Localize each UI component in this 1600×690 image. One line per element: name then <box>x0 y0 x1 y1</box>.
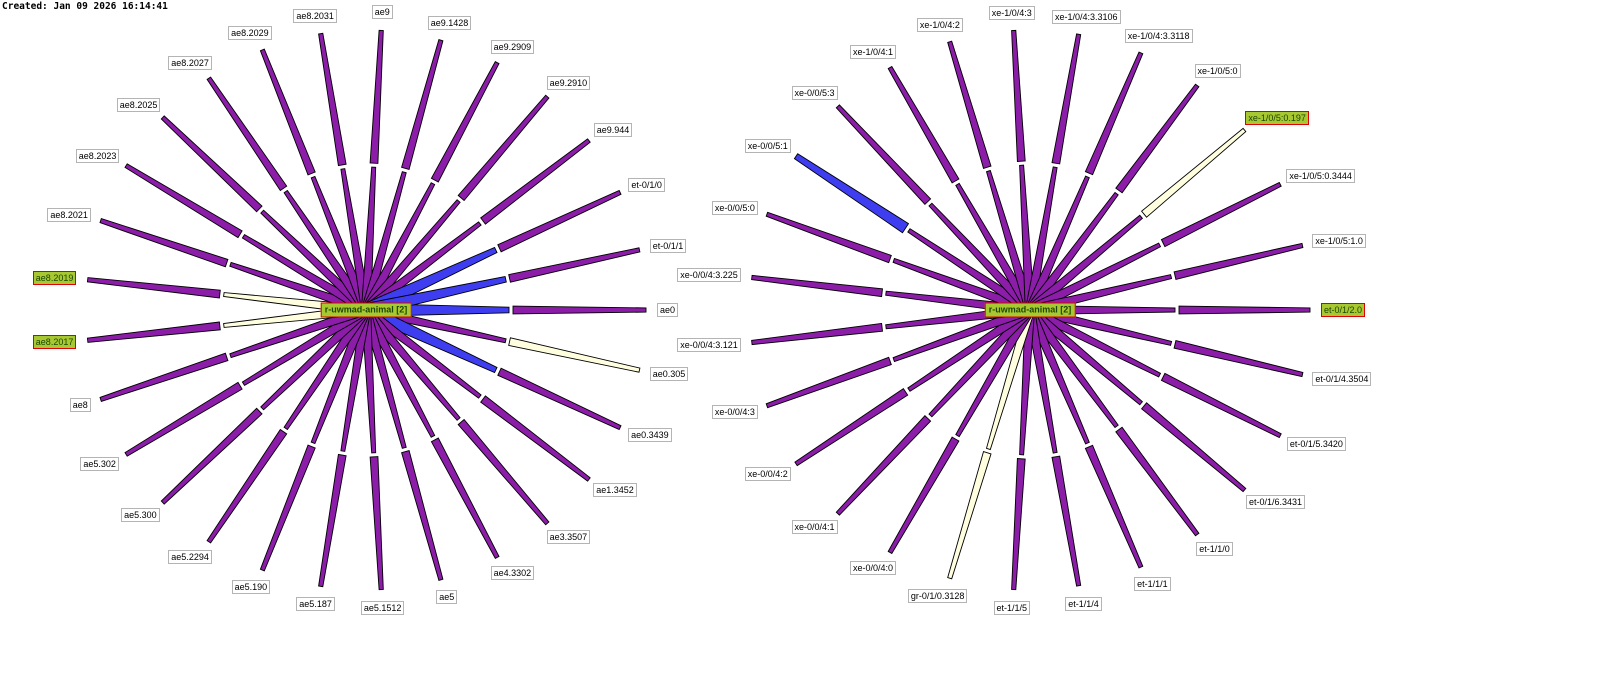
link-spoke[interactable] <box>364 307 591 482</box>
link-spoke[interactable] <box>794 307 1031 467</box>
link-spoke[interactable] <box>206 76 369 311</box>
link-label[interactable]: xe-0/0/4:1 <box>791 519 838 534</box>
link-spoke[interactable] <box>793 153 1031 313</box>
link-label[interactable]: et-0/1/1 <box>649 238 687 253</box>
link-label[interactable]: ae8.2027 <box>168 56 212 71</box>
link-label[interactable]: xe-0/0/4:3.225 <box>677 268 741 283</box>
link-spoke[interactable] <box>362 309 500 560</box>
link-label[interactable]: ae5.300 <box>121 507 160 522</box>
link-label[interactable]: gr-0/1/0.3128 <box>907 588 968 603</box>
created-timestamp: Created: Jan 09 2026 16:14:41 <box>2 1 168 12</box>
link-spoke[interactable] <box>124 163 367 314</box>
link-label-highlighted[interactable]: et-0/1/2.0 <box>1321 303 1366 317</box>
link-label[interactable]: ae8 <box>69 398 91 413</box>
link-label[interactable]: et-0/1/6.3431 <box>1246 494 1306 509</box>
link-spoke[interactable] <box>1025 311 1082 587</box>
link-label[interactable]: xe-1/0/5:0 <box>1194 64 1241 78</box>
link-spoke[interactable] <box>362 60 500 311</box>
link-label[interactable]: xe-0/0/5:3 <box>791 86 838 101</box>
link-label[interactable]: et-0/1/5.3420 <box>1286 436 1346 451</box>
link-spoke[interactable] <box>363 94 550 312</box>
link-label[interactable]: xe-0/0/4:2 <box>744 466 791 481</box>
link-label[interactable]: xe-0/0/5:1 <box>744 139 791 154</box>
link-label[interactable]: ae5.190 <box>231 579 271 594</box>
link-label[interactable]: ae1.3452 <box>593 483 637 498</box>
link-label[interactable]: et-0/1/0 <box>628 177 665 192</box>
link-label[interactable]: xe-0/0/4:3 <box>711 404 758 419</box>
link-label[interactable]: ae9.2910 <box>546 75 591 90</box>
link-spoke[interactable] <box>1011 312 1035 591</box>
link-label[interactable]: xe-1/0/4:3.3118 <box>1124 29 1193 44</box>
link-spoke[interactable] <box>99 306 366 402</box>
link-label[interactable]: xe-1/0/4:2 <box>916 17 963 32</box>
link-label[interactable]: ae8.2029 <box>228 26 272 41</box>
link-label[interactable]: et-1/1/5 <box>993 600 1031 615</box>
link-label[interactable]: ae9.944 <box>593 122 633 137</box>
link-label[interactable]: ae4.3302 <box>490 566 535 581</box>
link-label[interactable]: ae9 <box>371 5 393 20</box>
link-label[interactable]: et-1/1/1 <box>1134 576 1171 591</box>
link-spoke[interactable] <box>1025 33 1082 309</box>
link-label[interactable]: ae5.1512 <box>360 600 405 615</box>
center-node-left[interactable]: r-uwmad-animal [2] <box>320 302 412 318</box>
link-label[interactable]: ae5 <box>436 590 458 605</box>
link-label[interactable]: ae0.305 <box>649 367 689 382</box>
link-label[interactable]: ae0.3439 <box>628 428 672 443</box>
link-label[interactable]: ae9.1428 <box>427 15 472 30</box>
link-spoke[interactable] <box>160 308 368 505</box>
link-label[interactable]: xe-1/0/4:3.3106 <box>1052 9 1121 24</box>
link-label[interactable]: ae9.2909 <box>490 39 535 54</box>
link-label[interactable]: xe-1/0/5:0.3444 <box>1286 169 1355 184</box>
link-label[interactable]: xe-0/0/4:0 <box>850 561 897 576</box>
link-label-highlighted[interactable]: ae8.2019 <box>32 270 77 285</box>
link-label[interactable]: xe-0/0/5:0 <box>711 201 758 216</box>
link-spoke[interactable] <box>887 65 1034 311</box>
link-label[interactable]: xe-1/0/4:3 <box>988 5 1035 20</box>
link-label[interactable]: ae5.302 <box>80 456 119 471</box>
link-label[interactable]: ae8.2023 <box>75 149 120 164</box>
link-label[interactable]: xe-1/0/4:1 <box>850 44 897 59</box>
link-label[interactable]: et-1/1/4 <box>1065 596 1102 611</box>
link-label[interactable]: ae3.3507 <box>546 530 591 545</box>
link-label[interactable]: ae8.2031 <box>293 8 337 23</box>
link-spoke[interactable] <box>361 312 384 591</box>
link-label[interactable]: ae8.2025 <box>116 98 161 113</box>
link-label-highlighted[interactable]: ae8.2017 <box>32 335 77 350</box>
link-spoke[interactable] <box>363 308 550 526</box>
link-label[interactable]: xe-1/0/5:1.0 <box>1312 234 1366 249</box>
link-label[interactable]: et-0/1/4.3504 <box>1312 371 1372 386</box>
link-spoke[interactable] <box>1026 51 1144 310</box>
link-label[interactable]: et-1/1/0 <box>1196 542 1233 556</box>
link-spoke[interactable] <box>1029 306 1282 439</box>
link-label[interactable]: ae0 <box>657 303 679 317</box>
link-label[interactable]: ae5.187 <box>296 597 335 612</box>
link-label-highlighted[interactable]: xe-1/0/5:0.197 <box>1245 111 1309 126</box>
link-spoke[interactable] <box>1027 309 1200 537</box>
link-label[interactable]: ae8.2021 <box>47 207 91 222</box>
link-label[interactable]: xe-0/0/4:3.121 <box>677 337 741 352</box>
center-node-right[interactable]: r-uwmad-animal [2] <box>984 302 1076 318</box>
link-spoke[interactable] <box>124 306 367 457</box>
link-label[interactable]: ae5.2294 <box>168 549 212 564</box>
